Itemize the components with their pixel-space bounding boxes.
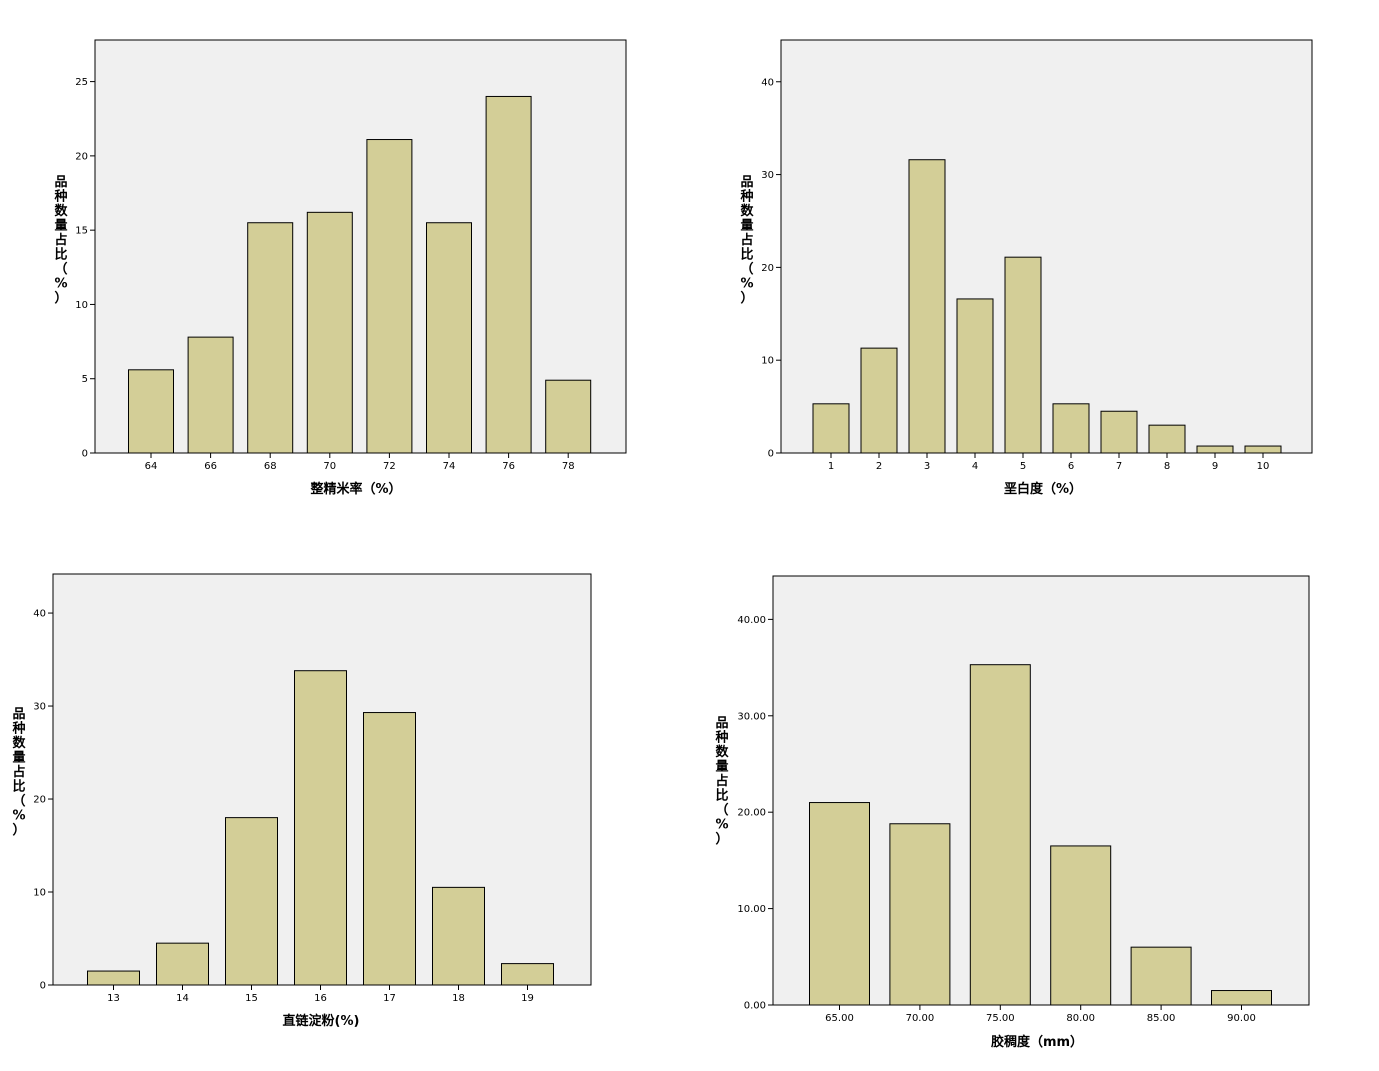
x-tick-label: 19 [521, 993, 534, 1004]
x-tick-label: 78 [562, 461, 575, 472]
chart-2: 0 10 20 30 40 1 2 3 4 5 6 7 8 9 10 垩白度（%） 品种数量占比（%） [739, 39, 1313, 497]
x-tick-label: 13 [107, 993, 120, 1004]
bar-78 [545, 379, 592, 454]
bar-2 [860, 347, 898, 454]
y-tick-label: 5 [82, 374, 88, 385]
bar-8 [1148, 424, 1186, 454]
y-axis-label: 品种数量占比（%） [11, 707, 26, 838]
x-tick-label: 18 [452, 993, 465, 1004]
chart-4: 0.00 10.00 20.00 30.00 40.00 65.00 70.00 75.00 8… [714, 575, 1310, 1050]
y-tick-label: 25 [75, 77, 88, 88]
x-tick-label: 80.00 [1066, 1013, 1095, 1024]
bar-64 [128, 369, 174, 454]
x-tick-label: 4 [972, 461, 978, 472]
bar-7 [1100, 410, 1138, 454]
x-tick-label: 90.00 [1227, 1013, 1256, 1024]
bar-68 [247, 222, 294, 454]
bar-15 [225, 817, 278, 986]
bar-90.00 [1211, 990, 1272, 1006]
x-tick-label: 17 [383, 993, 396, 1004]
y-tick-label: 0.00 [744, 1001, 766, 1012]
plot-area [94, 39, 627, 454]
x-tick-label: 64 [145, 461, 158, 472]
y-tick-label: 0 [768, 449, 774, 460]
bar-4 [956, 298, 994, 454]
x-tick-label: 6 [1068, 461, 1074, 472]
y-tick-label: 40 [33, 609, 46, 620]
bar-18 [432, 886, 485, 986]
x-tick-label: 10 [1257, 461, 1270, 472]
bar-10 [1244, 445, 1282, 454]
y-tick-label: 30 [33, 702, 46, 713]
x-tick-label: 1 [828, 461, 834, 472]
bar-17 [363, 712, 416, 986]
bar-9 [1196, 445, 1234, 454]
bar-66 [187, 336, 234, 454]
x-axis-label: 整精米率（%） [309, 481, 401, 497]
x-tick-label: 9 [1212, 461, 1218, 472]
bar-75.00 [969, 664, 1031, 1006]
x-tick-label: 7 [1116, 461, 1122, 472]
x-tick-label: 72 [383, 461, 396, 472]
bar-1 [812, 403, 850, 454]
x-tick-label: 15 [245, 993, 258, 1004]
x-tick-label: 74 [443, 461, 456, 472]
x-tick-label: 85.00 [1147, 1013, 1176, 1024]
y-tick-label: 0 [40, 981, 46, 992]
x-tick-label: 3 [924, 461, 930, 472]
bar-13 [87, 970, 140, 986]
bar-72 [366, 139, 413, 454]
x-tick-label: 16 [314, 993, 327, 1004]
y-tick-label: 30.00 [737, 711, 766, 722]
x-tick-label: 76 [502, 461, 515, 472]
bar-16 [294, 670, 347, 986]
y-tick-label: 40.00 [737, 615, 766, 626]
y-tick-label: 40 [761, 77, 774, 88]
y-axis-label: 品种数量占比（%） [714, 716, 729, 847]
x-tick-label: 8 [1164, 461, 1170, 472]
x-tick-label: 14 [176, 993, 189, 1004]
y-tick-label: 10 [75, 300, 88, 311]
y-tick-label: 15 [75, 226, 88, 237]
bar-70 [306, 211, 353, 454]
y-axis-label: 品种数量占比（%） [739, 175, 754, 306]
x-tick-label: 75.00 [986, 1013, 1015, 1024]
bar-65.00 [809, 802, 870, 1006]
x-axis-label: 胶稠度（mm） [991, 1034, 1083, 1050]
x-tick-label: 65.00 [825, 1013, 854, 1024]
y-tick-label: 0 [82, 449, 88, 460]
y-axis-label: 品种数量占比（%） [53, 175, 68, 306]
x-tick-label: 5 [1020, 461, 1026, 472]
y-tick-label: 20.00 [737, 808, 766, 819]
x-axis-label: 直链淀粉(%) [283, 1013, 360, 1029]
x-tick-label: 2 [876, 461, 882, 472]
x-tick-label: 66 [204, 461, 217, 472]
y-tick-label: 30 [761, 170, 774, 181]
bar-80.00 [1050, 845, 1112, 1006]
y-tick-label: 10 [761, 356, 774, 367]
bar-85.00 [1130, 946, 1192, 1006]
bar-5 [1004, 256, 1042, 454]
y-tick-label: 20 [761, 263, 774, 274]
chart-1: 0 5 10 15 20 25 64 66 68 70 72 74 76 78 整精米率（%） 品种数量占比（… [53, 39, 627, 497]
x-axis-label: 垩白度（%） [1004, 481, 1082, 497]
x-tick-label: 70.00 [906, 1013, 935, 1024]
x-tick-label: 70 [323, 461, 336, 472]
bar-6 [1052, 403, 1090, 454]
bar-74 [426, 222, 472, 454]
y-tick-label: 10.00 [737, 904, 766, 915]
y-tick-label: 20 [33, 795, 46, 806]
y-tick-label: 10 [33, 888, 46, 899]
chart-3: 0 10 20 30 40 13 14 15 16 17 18 19 直链淀粉(%) 品种数量占比（%） [11, 573, 592, 1029]
y-tick-label: 20 [75, 151, 88, 162]
x-tick-label: 68 [264, 461, 277, 472]
bar-14 [156, 942, 209, 986]
bar-70.00 [889, 823, 951, 1006]
bar-3 [908, 159, 946, 454]
bar-76 [485, 95, 532, 454]
bar-19 [501, 963, 554, 986]
